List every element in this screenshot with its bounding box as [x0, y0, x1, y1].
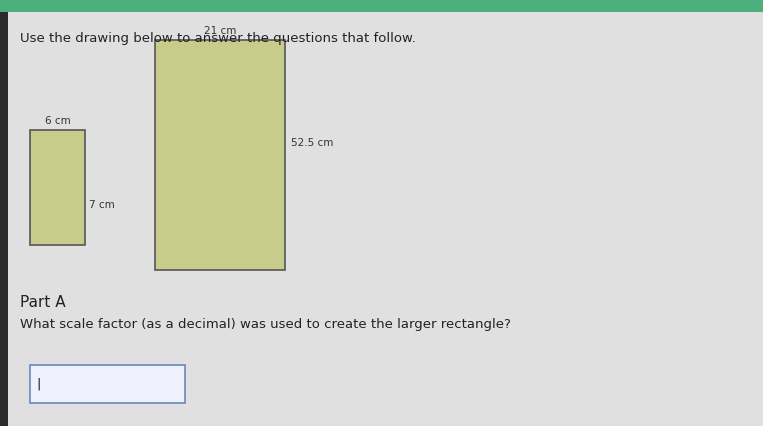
Bar — [0, 0, 763, 12]
Bar — [30, 130, 85, 245]
Bar — [155, 40, 285, 270]
Text: Use the drawing below to answer the questions that follow.: Use the drawing below to answer the ques… — [20, 32, 416, 45]
Text: 6 cm: 6 cm — [44, 116, 70, 126]
Text: 21 cm: 21 cm — [204, 26, 237, 36]
Text: What scale factor (as a decimal) was used to create the larger rectangle?: What scale factor (as a decimal) was use… — [20, 318, 511, 331]
Text: |: | — [36, 377, 40, 391]
Text: 52.5 cm: 52.5 cm — [291, 138, 333, 149]
Bar — [30, 365, 185, 403]
Bar — [0, 12, 8, 426]
Text: Part A: Part A — [20, 295, 66, 310]
Text: 7 cm: 7 cm — [89, 200, 114, 210]
